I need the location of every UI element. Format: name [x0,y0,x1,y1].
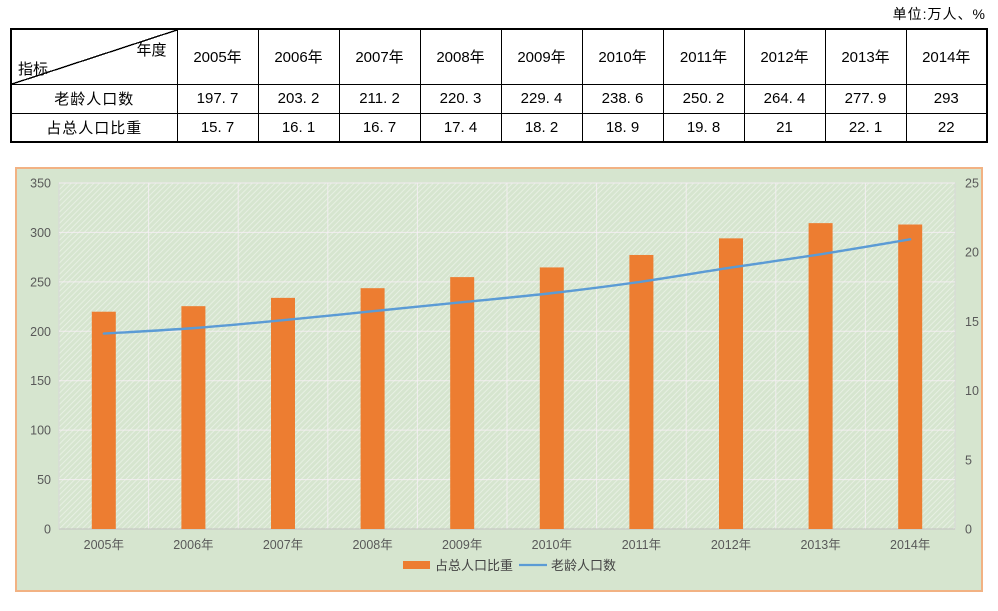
legend-swatch-bar [403,561,430,569]
value-cell: 18. 2 [500,112,583,143]
bar [719,238,743,530]
x-axis-label: 2009年 [442,538,482,552]
left-axis-tick: 150 [30,374,51,388]
value-cell: 250. 2 [662,83,745,114]
bar [181,306,206,529]
indicator-table: 年度 指标 2005年 2006年 2007年 2008年 2009年 2010年 2011年 2… [10,28,988,143]
unit-label: 单位:万人、% [892,6,986,22]
bar [898,224,923,529]
x-axis-label: 2014年 [890,538,930,552]
value-cell: 264. 4 [743,83,826,114]
row-label-cell: 老龄人口数 [10,83,178,114]
year-header-cell: 2013年 [824,28,907,85]
bar [360,288,385,529]
corner-indicator-label: 指标 [18,60,49,78]
right-axis-tick: 25 [965,177,979,191]
row-label-cell: 占总人口比重 [10,112,178,143]
bar [808,223,833,530]
right-axis-tick: 10 [965,384,979,398]
value-cell: 211. 2 [338,83,421,114]
x-axis-label: 2007年 [263,538,303,552]
left-axis-tick: 200 [30,325,51,339]
value-cell: 16. 7 [338,112,421,143]
value-cell: 277. 9 [824,83,907,114]
value-cell: 22 [905,112,988,143]
left-axis-tick: 100 [30,424,51,438]
left-axis-tick: 0 [44,523,51,537]
value-cell: 229. 4 [500,83,583,114]
bar [539,267,564,529]
right-axis-tick: 0 [965,523,972,537]
left-axis-tick: 350 [30,177,51,191]
table-row: 占总人口比重 15. 7 16. 1 16. 7 17. 4 18. 2 18. 9 19. … [10,112,988,143]
left-axis-tick: 300 [30,226,51,240]
value-cell: 220. 3 [419,83,502,114]
value-cell: 17. 4 [419,112,502,143]
value-cell: 22. 1 [824,112,907,143]
year-header-cell: 2012年 [743,28,826,85]
value-cell: 18. 9 [581,112,664,143]
x-axis-label: 2012年 [711,538,751,552]
right-axis-tick: 15 [965,315,979,329]
year-header-cell: 2009年 [500,28,583,85]
left-axis-tick: 50 [37,473,51,487]
table-row: 老龄人口数 197. 7 203. 2 211. 2 220. 3 229. 4 238. … [10,83,988,114]
x-axis-label: 2013年 [800,538,840,552]
value-cell: 238. 6 [581,83,664,114]
x-axis-label: 2008年 [352,538,392,552]
value-cell: 15. 7 [176,112,259,143]
bar [450,277,475,529]
chart-canvas: 0 50 100 150 200 250 300 350 0 5 10 15 20 25 2005年 2006… [30,177,979,574]
year-header-cell: 2008年 [419,28,502,85]
x-axis-label: 2006年 [173,538,213,552]
year-header-cell: 2005年 [176,28,259,85]
x-axis-label: 2010年 [532,538,572,552]
combo-chart: 0 50 100 150 200 250 300 350 0 5 10 15 20 25 2005年 2006… [15,167,983,592]
value-cell: 19. 8 [662,112,745,143]
legend-label-line: 老龄人口数 [551,558,616,573]
right-axis-tick: 20 [965,246,979,260]
value-cell: 203. 2 [257,83,340,114]
trend-line [102,238,912,335]
corner-year-label: 年度 [136,42,167,59]
value-cell: 21 [743,112,826,143]
year-header-cell: 2014年 [905,28,988,85]
value-cell: 16. 1 [257,112,340,143]
bar [271,297,295,529]
right-axis-tick: 5 [965,453,972,467]
table-corner-cell: 年度指标 [10,28,178,85]
x-axis-label: 2011年 [622,538,661,552]
year-header-cell: 2006年 [257,28,340,85]
x-axis-label: 2005年 [84,538,124,552]
bar [91,311,116,529]
value-cell: 197. 7 [176,83,259,114]
year-header-cell: 2011年 [662,28,745,85]
legend-label-bar: 占总人口比重 [435,558,513,573]
bar [629,254,654,529]
year-header-cell: 2010年 [581,28,664,85]
year-header-cell: 2007年 [338,28,421,85]
left-axis-tick: 250 [30,275,51,289]
value-cell: 293 [905,83,988,114]
